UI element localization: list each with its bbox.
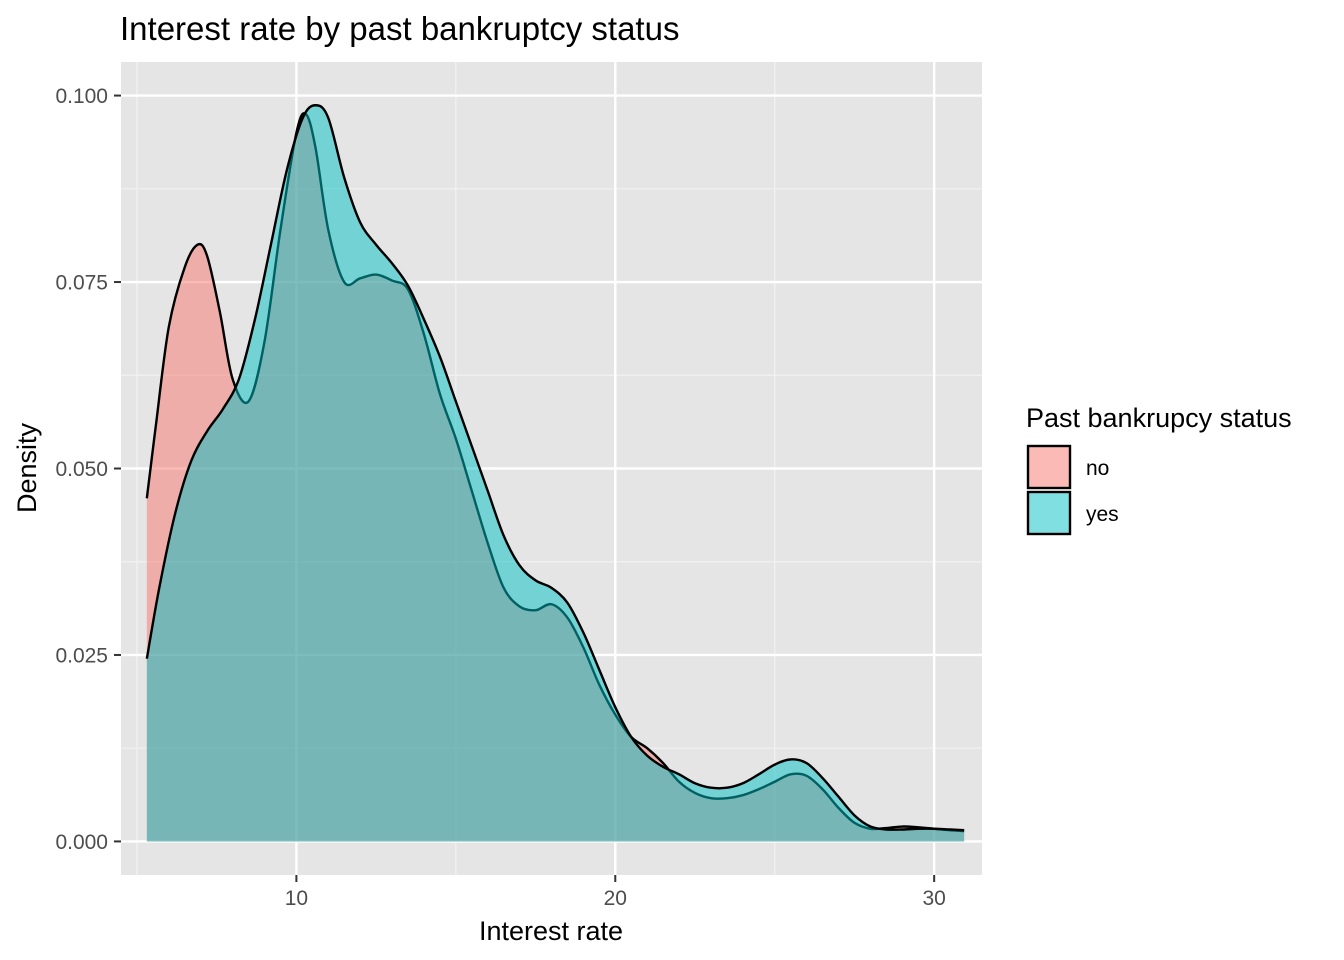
y-tick-label: 0.000 bbox=[55, 831, 108, 854]
x-tick-label: 30 bbox=[922, 887, 945, 910]
y-tick-label: 0.025 bbox=[55, 644, 108, 667]
chart-title: Interest rate by past bankruptcy status bbox=[120, 10, 679, 47]
y-tick-label: 0.100 bbox=[55, 85, 108, 108]
legend-key-yes bbox=[1026, 490, 1072, 536]
y-tick-label: 0.075 bbox=[55, 272, 108, 295]
y-axis: 0.000 0.025 0.050 0.075 0.100 bbox=[55, 85, 121, 854]
x-axis: 10 20 30 bbox=[285, 875, 946, 910]
density-line-yes bbox=[145, 104, 965, 832]
x-tick-label: 20 bbox=[604, 887, 627, 910]
density-area-yes bbox=[146, 105, 965, 842]
x-tick-label: 10 bbox=[285, 887, 308, 910]
density-areas bbox=[145, 104, 965, 842]
legend-items: no yes bbox=[1026, 444, 1119, 536]
legend-key-no bbox=[1026, 444, 1072, 490]
y-tick-label: 0.050 bbox=[55, 458, 108, 481]
legend: Past bankrupcy status no yes bbox=[1026, 403, 1292, 536]
legend-label-no: no bbox=[1086, 457, 1109, 480]
legend-title: Past bankrupcy status bbox=[1026, 403, 1292, 433]
y-axis-title: Density bbox=[12, 422, 42, 513]
legend-label-yes: yes bbox=[1086, 503, 1119, 526]
x-axis-title: Interest rate bbox=[479, 916, 623, 946]
